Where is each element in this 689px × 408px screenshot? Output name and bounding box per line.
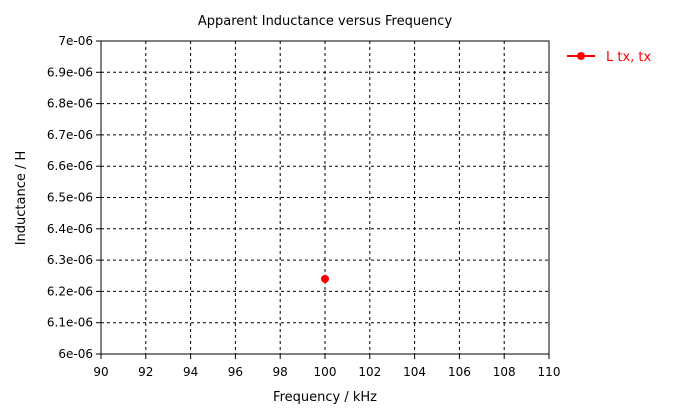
y-tick-label: 6.9e-06: [47, 65, 93, 79]
legend-marker-icon: [577, 52, 585, 60]
y-tick-label: 6.6e-06: [47, 159, 93, 173]
grid: [101, 41, 549, 354]
y-tick-label: 6.8e-06: [47, 97, 93, 111]
x-tick-label: 92: [138, 365, 153, 379]
x-tick-label: 104: [403, 365, 426, 379]
x-tick-label: 110: [538, 365, 561, 379]
data-point: [321, 274, 329, 283]
x-tick-label: 96: [228, 365, 243, 379]
y-tick-label: 6.4e-06: [47, 222, 93, 236]
x-tick-label: 94: [183, 365, 198, 379]
data-points: [321, 274, 329, 283]
x-axis: 90 92 94 96 98 100 102 104 106 108 110: [93, 354, 560, 379]
legend: L tx, tx: [567, 50, 652, 65]
y-tick-label: 6.7e-06: [47, 128, 93, 142]
x-tick-label: 98: [273, 365, 288, 379]
x-tick-label: 90: [93, 365, 108, 379]
y-tick-label: 6.2e-06: [47, 284, 93, 298]
y-tick-label: 7e-06: [58, 34, 93, 48]
y-tick-label: 6.3e-06: [47, 253, 93, 267]
y-tick-label: 6.5e-06: [47, 191, 93, 205]
x-tick-label: 102: [358, 365, 381, 379]
x-tick-label: 106: [448, 365, 471, 379]
legend-label: L tx, tx: [606, 50, 652, 65]
y-axis: 6e-06 6.1e-06 6.2e-06 6.3e-06 6.4e-06 6.5e-06…: [47, 34, 101, 361]
chart-title: Apparent Inductance versus Frequency: [198, 14, 453, 29]
x-tick-label: 100: [314, 365, 337, 379]
x-tick-label: 108: [493, 365, 516, 379]
y-axis-title: Inductance / H: [14, 151, 29, 246]
x-axis-title: Frequency / kHz: [273, 390, 377, 405]
y-tick-label: 6e-06: [58, 347, 93, 361]
y-tick-label: 6.1e-06: [47, 316, 93, 330]
